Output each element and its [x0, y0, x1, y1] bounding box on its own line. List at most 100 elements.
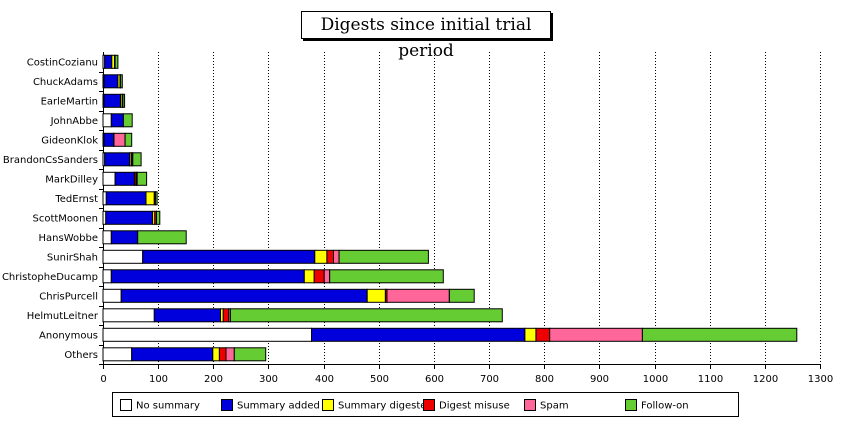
y-category-label: GideonKlok — [41, 135, 98, 146]
legend-label: Summary digested — [338, 401, 433, 412]
legend-swatch — [322, 399, 334, 411]
bar-segment — [102, 113, 112, 128]
bar-segment — [524, 327, 537, 342]
bar-segment — [137, 230, 187, 245]
legend-label: Spam — [540, 401, 569, 412]
bar-segment — [303, 269, 315, 284]
y-category-label: ChuckAdams — [33, 77, 98, 88]
y-category-label: ScottMoonen — [33, 213, 99, 224]
x-tick-label: 500 — [370, 374, 389, 385]
y-category-label: JohnAbbe — [50, 116, 98, 127]
bar-segment — [314, 249, 328, 264]
bar-segment — [102, 288, 122, 303]
bar-segment — [323, 269, 331, 284]
bar-segment — [145, 191, 155, 206]
bar-segment — [326, 249, 334, 264]
x-tick-label: 1100 — [698, 374, 723, 385]
bar-segment — [102, 308, 155, 323]
bar-segment — [103, 132, 114, 147]
bar-segment — [124, 132, 133, 147]
bar-segment — [102, 327, 312, 342]
bar-segment — [136, 171, 148, 186]
x-tick-label: 900 — [590, 374, 609, 385]
y-category-label: CostinCozianu — [27, 57, 98, 68]
bar-segment — [131, 347, 214, 362]
legend-label: Summary added — [237, 401, 320, 412]
bar-segment — [233, 347, 267, 362]
y-category-label: Anonymous — [39, 330, 98, 341]
bar-segment — [102, 171, 116, 186]
bar-segment — [229, 308, 503, 323]
bar-segment — [110, 230, 139, 245]
y-category-label: SunirShah — [47, 252, 98, 263]
x-tick-label: 1000 — [643, 374, 668, 385]
bar-segment — [218, 347, 227, 362]
bar-segment — [122, 113, 133, 128]
bar-segment — [154, 191, 158, 206]
bar-segment — [120, 288, 368, 303]
x-tick-label: 200 — [204, 374, 223, 385]
bar-segment — [156, 210, 161, 225]
x-tick-label: 1200 — [753, 374, 778, 385]
x-tick-label: 600 — [425, 374, 444, 385]
bar-segment — [313, 269, 325, 284]
bar-segment — [549, 327, 643, 342]
x-tick-label: 800 — [535, 374, 554, 385]
legend-swatch — [524, 399, 536, 411]
legend-swatch — [120, 399, 132, 411]
y-category-label: Others — [64, 350, 98, 361]
x-tick-label: 1300 — [808, 374, 833, 385]
y-category-label: TedErnst — [54, 194, 98, 205]
bar-segment — [105, 191, 147, 206]
bar-segment — [102, 249, 144, 264]
bar-segment — [114, 171, 135, 186]
y-category-label: ChrisPurcell — [39, 291, 98, 302]
bar-segment — [114, 54, 119, 69]
bar-segment — [104, 54, 113, 69]
legend-swatch — [423, 399, 435, 411]
bar-segment — [366, 288, 386, 303]
bar-segment — [122, 93, 126, 108]
legend-swatch — [221, 399, 233, 411]
bar-segment — [102, 230, 112, 245]
bar-segment — [333, 249, 340, 264]
legend-label: Digest misuse — [439, 401, 510, 412]
bar-segment — [329, 269, 444, 284]
bar-segment — [132, 152, 142, 167]
y-category-label: HansWobbe — [39, 233, 98, 244]
bar-segment — [535, 327, 551, 342]
bar-segment — [212, 347, 220, 362]
legend-swatch — [625, 399, 637, 411]
y-category-label: ChristopheDucamp — [2, 272, 98, 283]
bar-segment — [222, 308, 230, 323]
x-tick-label: 300 — [259, 374, 278, 385]
x-tick-label: 0 — [100, 374, 106, 385]
y-category-label: MarkDilley — [45, 174, 98, 185]
bar-segment — [103, 74, 119, 89]
legend-label: No summary — [136, 401, 200, 412]
y-category-label: BrandonCsSanders — [3, 155, 98, 166]
bar-segment — [102, 269, 112, 284]
bar-segment — [225, 347, 235, 362]
bar-segment — [311, 327, 526, 342]
x-tick-label: 700 — [480, 374, 499, 385]
bar-segment — [448, 288, 475, 303]
bar-segment — [120, 74, 123, 89]
y-category-label: HelmutLeitner — [27, 311, 99, 322]
bar-segment — [102, 347, 133, 362]
bar-segment — [153, 308, 221, 323]
bar-segment — [641, 327, 798, 342]
x-tick-label: 100 — [149, 374, 168, 385]
bar-segment — [142, 249, 316, 264]
bar-segment — [110, 113, 124, 128]
bar-segment — [110, 269, 305, 284]
bar-segment — [103, 93, 122, 108]
bar-segment — [386, 288, 450, 303]
chart-title: Digests since initial trial period — [301, 11, 551, 61]
bar-segment — [113, 132, 126, 147]
x-tick-label: 400 — [315, 374, 334, 385]
legend-label: Follow-on — [641, 401, 689, 412]
bar-segment — [105, 210, 154, 225]
